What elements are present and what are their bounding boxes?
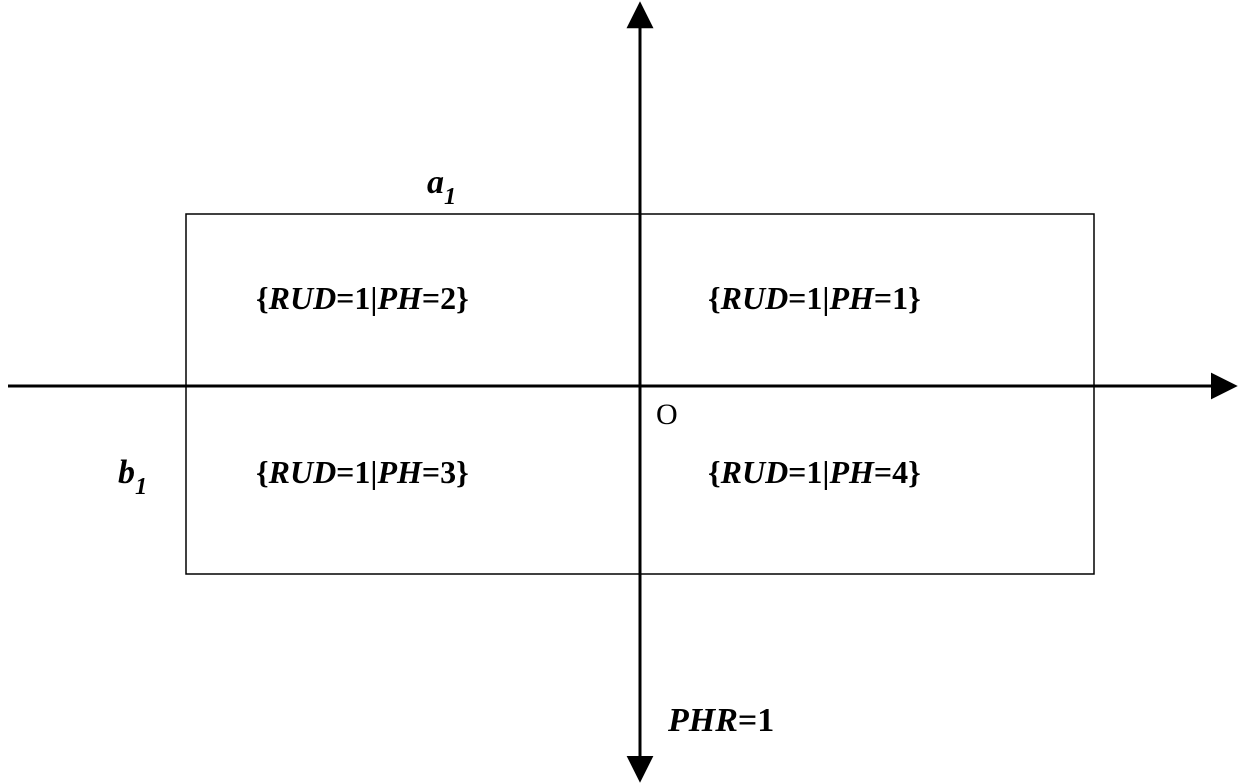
bottom-label-phr: PHR=1 [668, 702, 774, 740]
quadrant-label-q1: {RUD=1|PH=1} [708, 280, 921, 317]
quadrant-label-q2: {RUD=1|PH=2} [256, 280, 469, 317]
quadrant-label-q4: {RUD=1|PH=4} [708, 454, 921, 491]
axis-label-b: b1 [118, 454, 147, 498]
quadrant-label-q3: {RUD=1|PH=3} [256, 454, 469, 491]
origin-label: O [656, 398, 678, 432]
diagram-svg [0, 0, 1239, 784]
axis-label-a: a1 [427, 164, 456, 208]
